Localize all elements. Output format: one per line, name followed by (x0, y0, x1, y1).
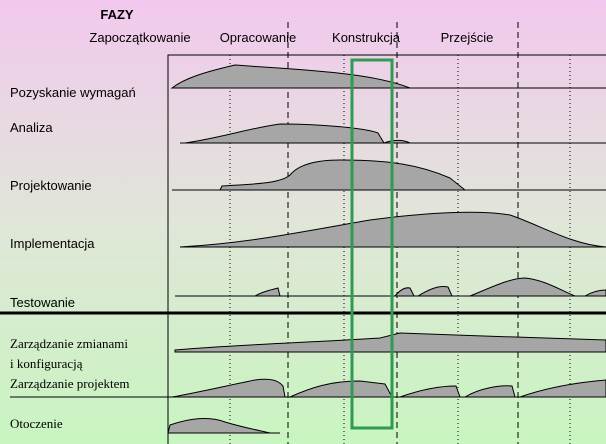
header-title: FAZY (100, 7, 134, 22)
phase-label: Zapoczątkowanie (89, 30, 190, 45)
humps (0, 64, 606, 434)
phase-label: Przejście (441, 30, 494, 45)
discipline-label: Otoczenie (10, 416, 63, 431)
discipline-label: Zarządzanie projektem (10, 376, 129, 391)
discipline-label: Pozyskanie wymagań (10, 85, 136, 100)
phase-label: Konstrukcja (332, 30, 401, 45)
discipline-label: Projektowanie (10, 178, 92, 193)
discipline-label: Testowanie (10, 295, 75, 310)
discipline-label: Zarządzanie zmianami (10, 336, 128, 351)
highlight-box (350, 58, 394, 430)
discipline-label: Analiza (10, 120, 53, 135)
phase-label: Opracowanie (220, 30, 297, 45)
discipline-label: i konfiguracją (10, 356, 83, 371)
discipline-label: Implementacja (10, 236, 95, 251)
